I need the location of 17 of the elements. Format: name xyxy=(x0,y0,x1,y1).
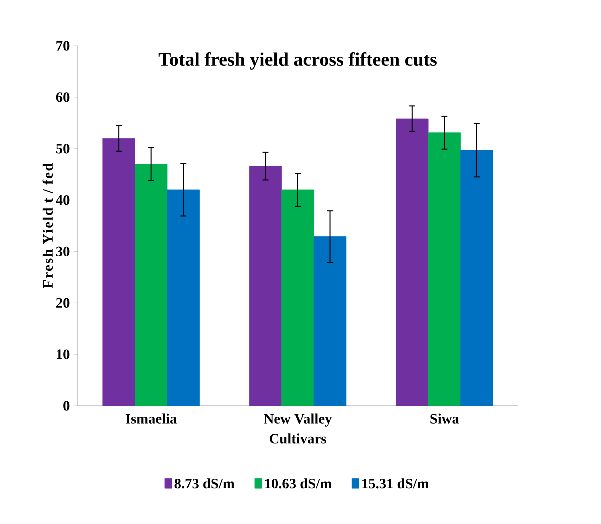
x-tick-label: Ismaelia xyxy=(126,414,178,424)
y-tick-label: 60 xyxy=(56,92,70,102)
y-tick-label: 20 xyxy=(56,298,70,308)
legend-label: 10.63 dS/m xyxy=(265,478,332,489)
x-axis-title: Cultivars xyxy=(270,434,326,444)
y-tick-label: 40 xyxy=(56,195,70,206)
y-tick-label: 10 xyxy=(57,350,70,360)
x-tick-label: Siwa xyxy=(430,414,460,424)
y-tick-label: 50 xyxy=(56,144,70,154)
y-axis-title: Fresh Yield t / fed xyxy=(42,164,54,288)
y-tick-label: 30 xyxy=(56,246,70,257)
legend-label: 15.31 dS/m xyxy=(362,478,429,489)
chart-title: Total fresh yield across fifteen cuts xyxy=(158,52,437,70)
y-tick-label: 0 xyxy=(64,401,70,411)
legend-label: 8.73 dS/m xyxy=(174,478,235,489)
y-tick-label: 70 xyxy=(56,41,70,51)
x-tick-label: New Valley xyxy=(264,414,332,427)
